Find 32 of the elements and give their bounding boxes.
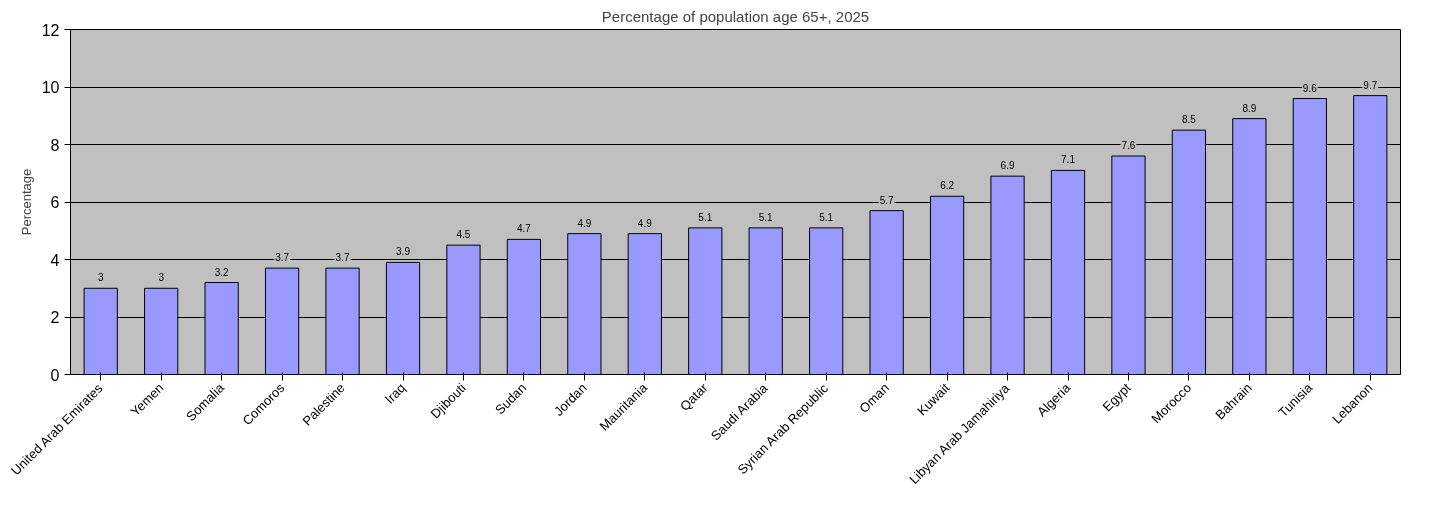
data-label: 8.9 <box>1242 102 1257 114</box>
data-label: 9.6 <box>1302 82 1318 94</box>
y-axis-title: Percentage <box>18 168 34 236</box>
data-label: 3.7 <box>275 252 290 264</box>
data-label: 7.6 <box>1121 140 1136 151</box>
data-label: 3 <box>158 272 165 284</box>
data-label: 9.7 <box>1363 79 1378 91</box>
data-label: 3.9 <box>396 246 411 258</box>
data-label: 7.1 <box>1061 154 1076 166</box>
data-label: 3.2 <box>214 266 230 278</box>
y-tick-label: 0 <box>50 366 60 384</box>
y-tick-label: 8 <box>50 136 60 154</box>
chart-title: Percentage of population age 65+, 2025 <box>601 7 870 25</box>
y-tick-label: 2 <box>50 309 60 326</box>
data-label: 6.9 <box>1000 160 1015 172</box>
y-tick-label: 4 <box>50 251 60 269</box>
data-label: 8.5 <box>1181 114 1197 126</box>
y-tick-label: 6 <box>50 194 60 211</box>
data-label: 5.1 <box>819 211 834 223</box>
data-label: 4.9 <box>577 217 592 229</box>
y-tick-label: 12 <box>41 21 60 39</box>
data-label: 3.7 <box>335 252 350 264</box>
data-label: 6.2 <box>940 180 955 192</box>
data-label: 3 <box>97 272 104 284</box>
data-label: 4.7 <box>516 223 532 235</box>
y-tick-label: 10 <box>41 79 60 96</box>
x-tick-label: Iraq <box>381 380 409 407</box>
data-label: 5.1 <box>758 211 774 223</box>
data-label: 5.1 <box>698 211 713 223</box>
data-label: 4.5 <box>456 229 471 241</box>
data-label: 4.9 <box>637 217 653 229</box>
data-label: 5.7 <box>879 194 895 206</box>
